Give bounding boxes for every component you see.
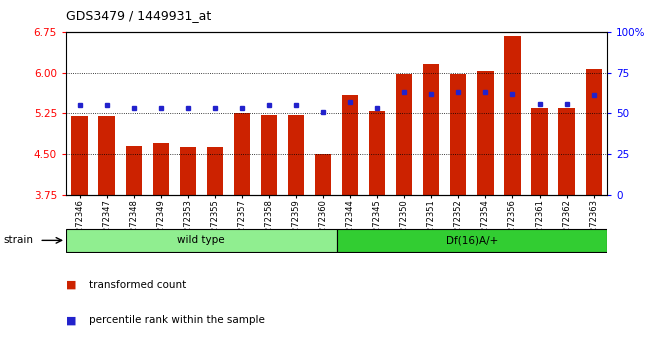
Text: ■: ■ [66,280,77,290]
Bar [261,115,277,195]
FancyBboxPatch shape [66,229,337,252]
Text: percentile rank within the sample: percentile rank within the sample [89,315,265,325]
FancyBboxPatch shape [337,229,607,252]
Bar [477,72,494,195]
Bar [450,74,467,195]
Bar [315,154,331,195]
Bar [423,64,440,195]
Bar [288,115,304,195]
Bar [152,143,169,195]
Bar [558,108,575,195]
Bar [180,148,196,195]
Bar [531,108,548,195]
Text: transformed count: transformed count [89,280,186,290]
Text: Df(16)A/+: Df(16)A/+ [446,235,498,245]
Bar [207,148,223,195]
Bar [504,36,521,195]
Bar [98,116,115,195]
Bar [234,113,250,195]
Bar [125,146,142,195]
Bar [71,116,88,195]
Text: strain: strain [3,235,33,245]
Text: GDS3479 / 1449931_at: GDS3479 / 1449931_at [66,9,211,22]
Bar [342,95,358,195]
Text: ■: ■ [66,315,77,325]
Bar [396,74,412,195]
Bar [585,69,602,195]
Text: wild type: wild type [178,235,225,245]
Bar [369,110,385,195]
